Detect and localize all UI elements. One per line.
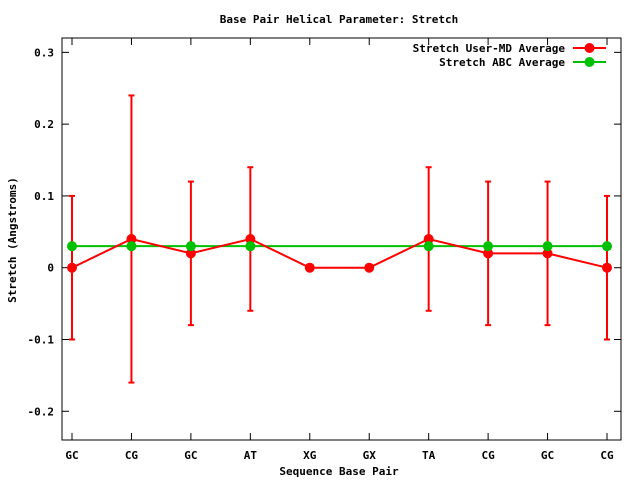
x-tick-label: GC (65, 449, 78, 462)
chart-title: Base Pair Helical Parameter: Stretch (220, 13, 458, 26)
abc-point (245, 241, 256, 252)
y-tick-label: -0.2 (28, 405, 55, 418)
legend-user-md-label: Stretch User-MD Average (413, 42, 566, 55)
user-md-point (126, 234, 137, 244)
user-md-point (542, 248, 553, 259)
abc-point (126, 241, 137, 252)
x-tick-label: GC (541, 449, 554, 462)
y-tick-label: 0.2 (34, 118, 54, 131)
x-tick-label: CG (125, 449, 139, 462)
user-md-point (245, 234, 256, 244)
plot-frame (61, 37, 622, 441)
user-md-point (483, 248, 494, 259)
plot-area: -0.2 -0.1 0 0.1 0.2 0.3 GC CG GC AT XG GX TA CG GC CG (28, 37, 622, 462)
legend-user-md-swatch-marker (584, 43, 595, 53)
abc-point (483, 241, 494, 252)
x-tick-label: CG (600, 449, 614, 462)
abc-point (185, 241, 196, 252)
legend-abc-label: Stretch ABC Average (439, 56, 565, 69)
y-tick-label: -0.1 (28, 334, 55, 347)
abc-point (602, 241, 612, 252)
user-md-point (364, 262, 375, 273)
y-tick-label: 0.1 (34, 190, 54, 203)
x-tick-label: GC (184, 449, 197, 462)
user-md-point (602, 262, 612, 273)
x-tick-label: XG (303, 449, 317, 462)
user-md-point (67, 262, 77, 273)
user-md-point (185, 248, 196, 259)
abc-point (423, 241, 434, 252)
x-tick-label: TA (422, 449, 436, 462)
abc-point (542, 241, 553, 252)
x-axis-label: Sequence Base Pair (279, 465, 399, 478)
x-tick-label: AT (244, 449, 258, 462)
user-md-point (304, 262, 315, 273)
x-tick-label: CG (481, 449, 495, 462)
series-user-md-line (71, 237, 608, 269)
y-tick-label: 0 (47, 262, 54, 275)
x-tick-label: GX (363, 449, 377, 462)
y-tick-label: 0.3 (34, 46, 54, 59)
abc-point (67, 241, 77, 252)
y-axis-label: Stretch (Angstroms) (6, 177, 19, 303)
legend-abc-swatch-marker (584, 57, 595, 67)
user-md-point (423, 234, 434, 244)
